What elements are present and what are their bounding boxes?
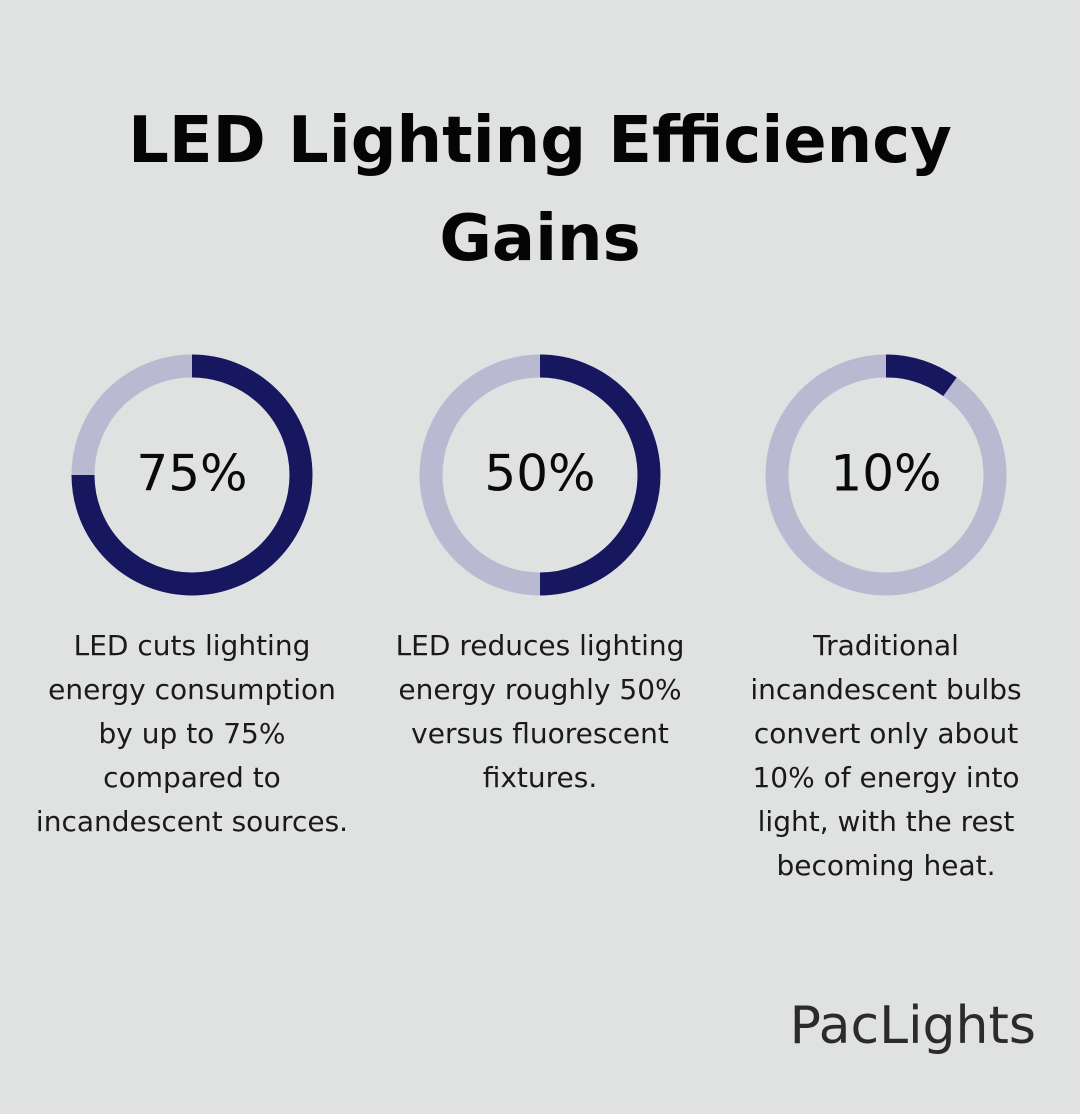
value-label: 75%	[136, 445, 247, 503]
value-label: 50%	[484, 445, 595, 503]
title: LED Lighting Efficiency Gains	[128, 104, 952, 276]
donut-segment	[71, 354, 313, 596]
donut-segment	[539, 354, 661, 596]
description: LED reduces lighting energy roughly 50% …	[395, 629, 685, 794]
donut-segment	[419, 354, 541, 596]
donut-segment	[885, 354, 957, 397]
brand-logo: PacLights	[789, 996, 1036, 1056]
donut-segment	[765, 354, 1007, 596]
donut-charts: 75% 50% 10%	[71, 354, 1007, 596]
description: LED cuts lighting energy consumption by …	[35, 629, 349, 838]
donut-segment	[71, 354, 193, 476]
value-label: 10%	[830, 445, 941, 503]
description: Traditional incandescent bulbs convert o…	[750, 629, 1022, 882]
